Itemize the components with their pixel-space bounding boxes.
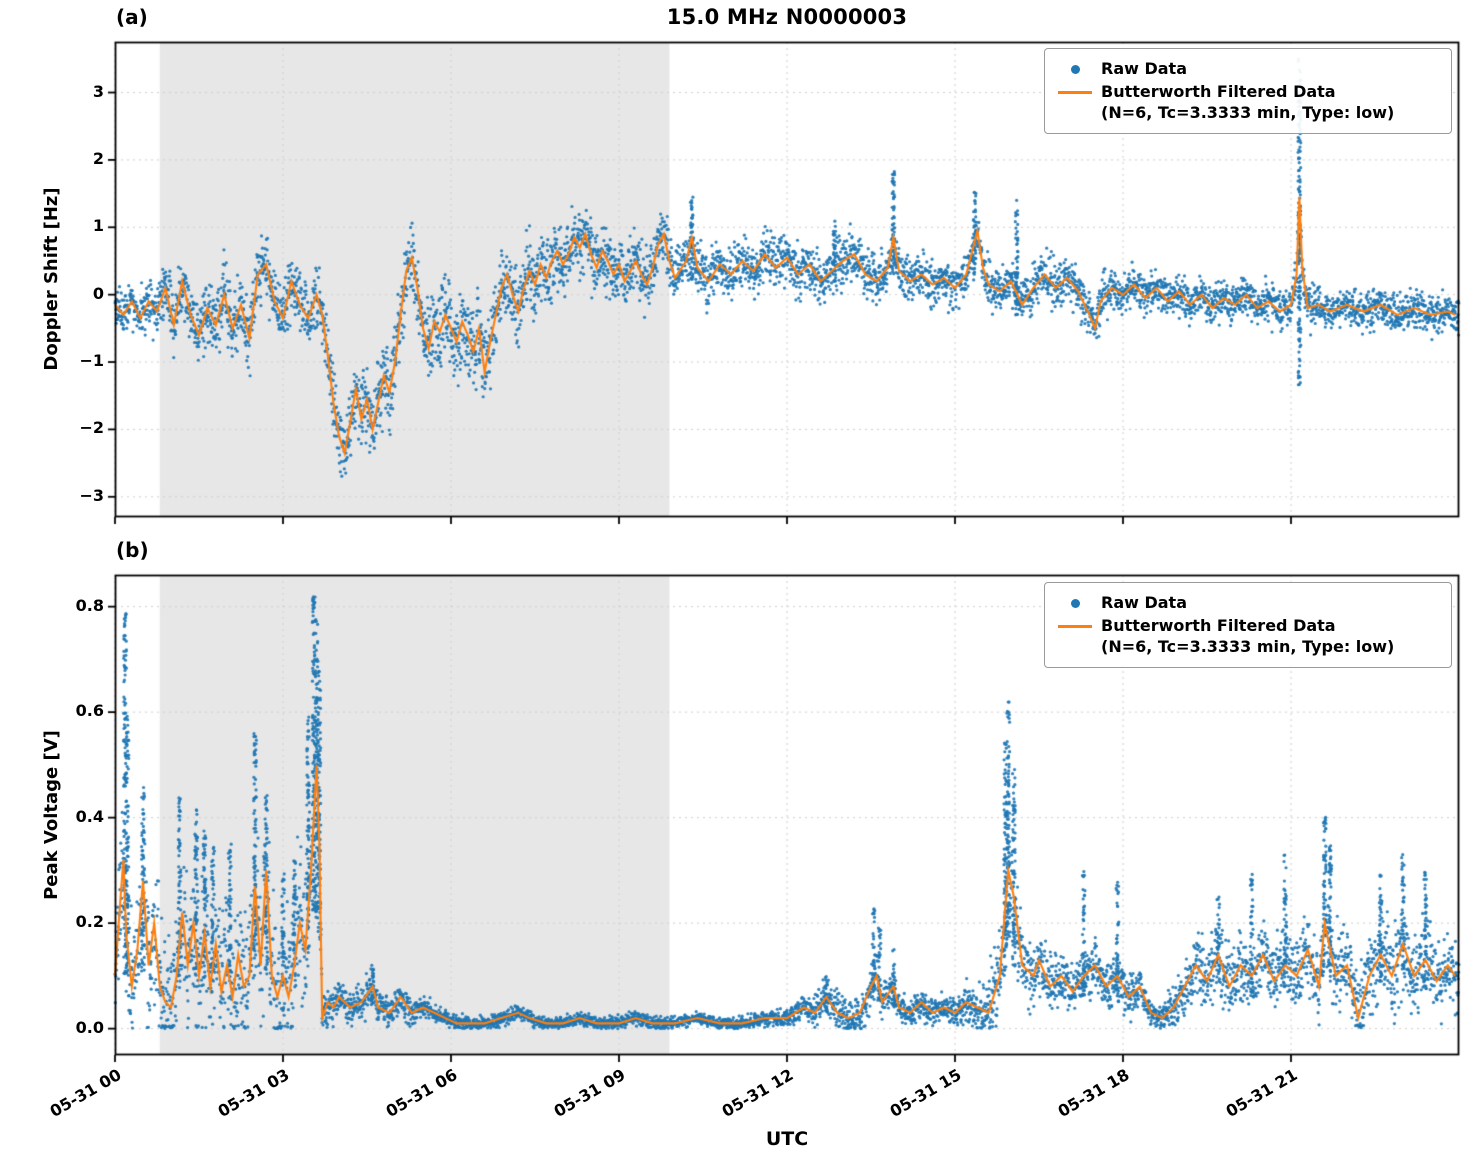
legend-entry-filtered: Butterworth Filtered Data (N=6, Tc=3.333… (1049, 81, 1441, 123)
legend-entry-raw: Raw Data (1049, 592, 1441, 613)
legend-entry-filtered: Butterworth Filtered Data (N=6, Tc=3.333… (1049, 615, 1441, 657)
y-tick-label: 0.6 (75, 701, 104, 721)
y-tick-label: 2 (92, 148, 104, 168)
y-tick-label: 0 (92, 283, 104, 303)
legend-filtered-label: Butterworth Filtered Data (1101, 616, 1336, 636)
legend-filtered-label: Butterworth Filtered Data (1101, 82, 1336, 102)
legend-filtered-sublabel: (N=6, Tc=3.3333 min, Type: low) (1101, 103, 1395, 123)
legend-filtered-sublabel: (N=6, Tc=3.3333 min, Type: low) (1101, 637, 1395, 657)
legend-panel-a: Raw Data Butterworth Filtered Data (N=6,… (1044, 48, 1452, 135)
y-tick-label: −2 (79, 418, 104, 438)
chart-title: 15.0 MHz N0000003 (666, 5, 908, 29)
y-tick-label: 0.0 (75, 1017, 104, 1037)
legend-raw-label: Raw Data (1101, 593, 1187, 612)
x-axis-label: UTC (765, 1128, 809, 1150)
y-axis-label-doppler: Doppler Shift [Hz] (41, 187, 62, 371)
y-tick-label: −1 (79, 351, 104, 371)
raw-data-marker-icon (1049, 58, 1101, 74)
filtered-line-marker-icon (1049, 81, 1101, 95)
filtered-line-marker-icon (1049, 615, 1101, 629)
y-tick-label: 3 (92, 81, 104, 101)
panel-a-label: (a) (116, 5, 148, 29)
y-tick-label: 0.8 (75, 595, 104, 615)
y-tick-label: 0.4 (75, 806, 104, 826)
legend-entry-raw: Raw Data (1049, 58, 1441, 79)
y-tick-label: 1 (92, 216, 104, 236)
raw-data-marker-icon (1049, 592, 1101, 608)
legend-panel-b: Raw Data Butterworth Filtered Data (N=6,… (1044, 582, 1452, 669)
y-tick-label: −3 (79, 485, 104, 505)
y-tick-label: 0.2 (75, 912, 104, 932)
panel-b-label: (b) (116, 538, 149, 562)
legend-raw-label: Raw Data (1101, 59, 1187, 78)
